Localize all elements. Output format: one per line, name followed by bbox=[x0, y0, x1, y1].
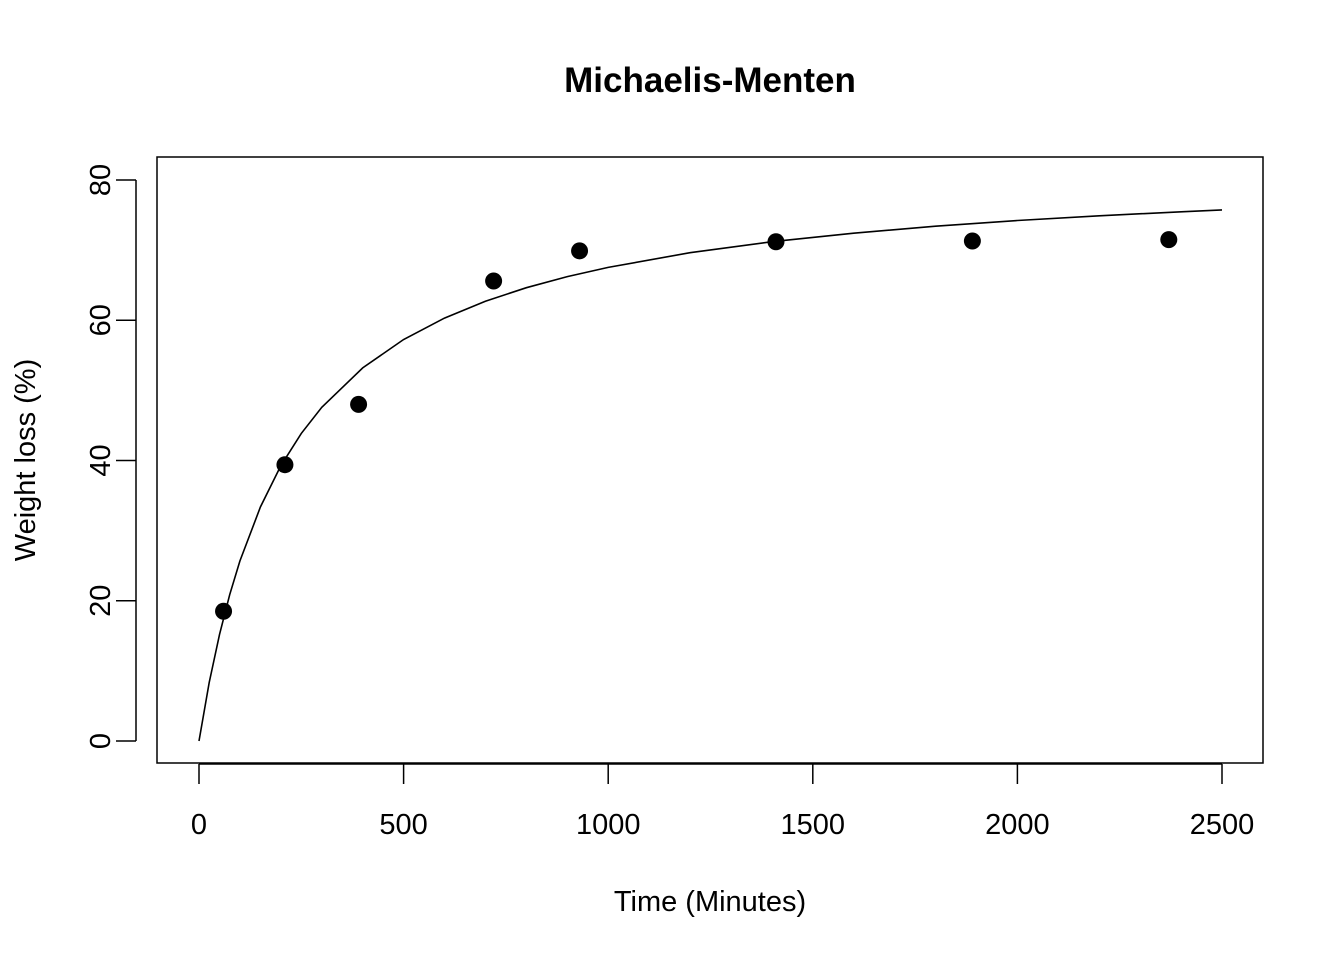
y-tick-label: 20 bbox=[85, 585, 117, 617]
x-axis-label: Time (Minutes) bbox=[614, 886, 806, 918]
x-axis: 0 500 1000 1500 2000 2500 bbox=[191, 763, 1255, 841]
x-tick-label: 1000 bbox=[576, 809, 641, 841]
y-tick-label: 40 bbox=[85, 444, 117, 476]
data-point bbox=[215, 602, 233, 620]
x-tick-label: 0 bbox=[191, 809, 207, 841]
data-point bbox=[767, 233, 785, 251]
data-points bbox=[215, 231, 1178, 620]
data-point bbox=[1160, 231, 1178, 249]
y-tick-label: 0 bbox=[85, 733, 117, 749]
data-point bbox=[350, 395, 368, 413]
data-point bbox=[276, 456, 294, 474]
y-axis: 0 20 40 60 80 bbox=[85, 164, 137, 749]
x-tick-label: 1500 bbox=[781, 809, 846, 841]
x-tick-label: 2000 bbox=[985, 809, 1050, 841]
data-point bbox=[571, 242, 589, 260]
x-tick-label: 2500 bbox=[1190, 809, 1255, 841]
x-tick-label: 500 bbox=[379, 809, 427, 841]
data-point bbox=[485, 272, 503, 290]
plot-frame bbox=[156, 156, 1264, 764]
y-tick-label: 60 bbox=[85, 304, 117, 336]
y-tick-label: 80 bbox=[85, 164, 117, 196]
data-point bbox=[963, 232, 981, 250]
chart-title: Michaelis-Menten bbox=[564, 61, 856, 100]
y-axis-label: Weight loss (%) bbox=[10, 359, 42, 562]
fitted-curve bbox=[198, 209, 1223, 742]
